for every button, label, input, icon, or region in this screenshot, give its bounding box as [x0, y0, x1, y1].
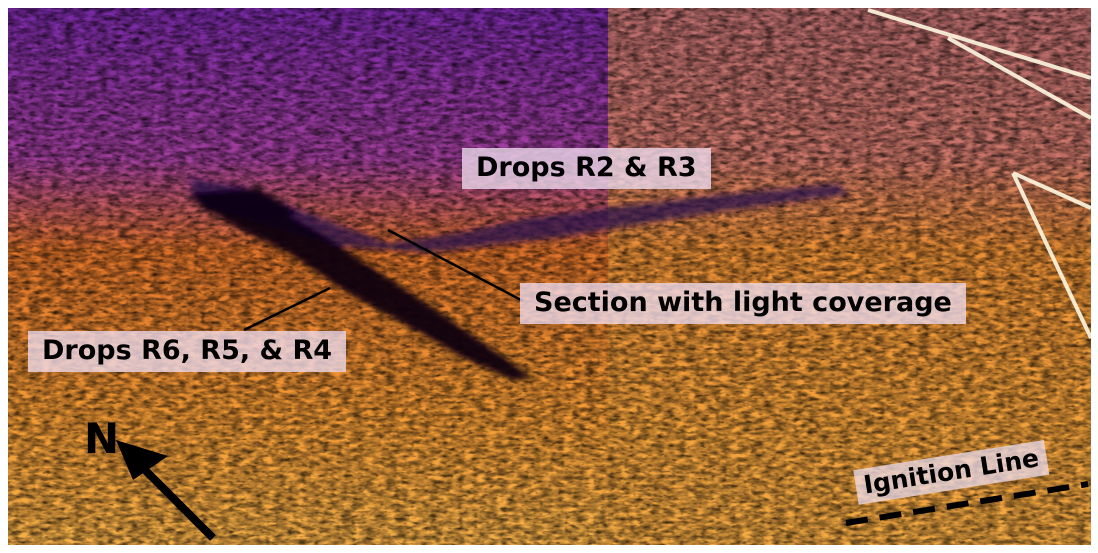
retardant-lines — [188, 178, 848, 380]
label-section-light-coverage: Section with light coverage — [520, 283, 966, 325]
north-label: N — [84, 414, 120, 463]
label-drops-r2-r3: Drops R2 & R3 — [462, 148, 711, 190]
thermal-background — [8, 8, 1091, 545]
label-drops-r6-r5-r4: Drops R6, R5, & R4 — [28, 331, 347, 373]
road-lines — [867, 8, 1091, 339]
thermal-image: Drops R2 & R3 Section with light coverag… — [8, 8, 1091, 545]
ignition-line-dash — [845, 481, 1089, 526]
north-arrow-icon — [116, 440, 216, 541]
leader-lines — [243, 228, 524, 332]
